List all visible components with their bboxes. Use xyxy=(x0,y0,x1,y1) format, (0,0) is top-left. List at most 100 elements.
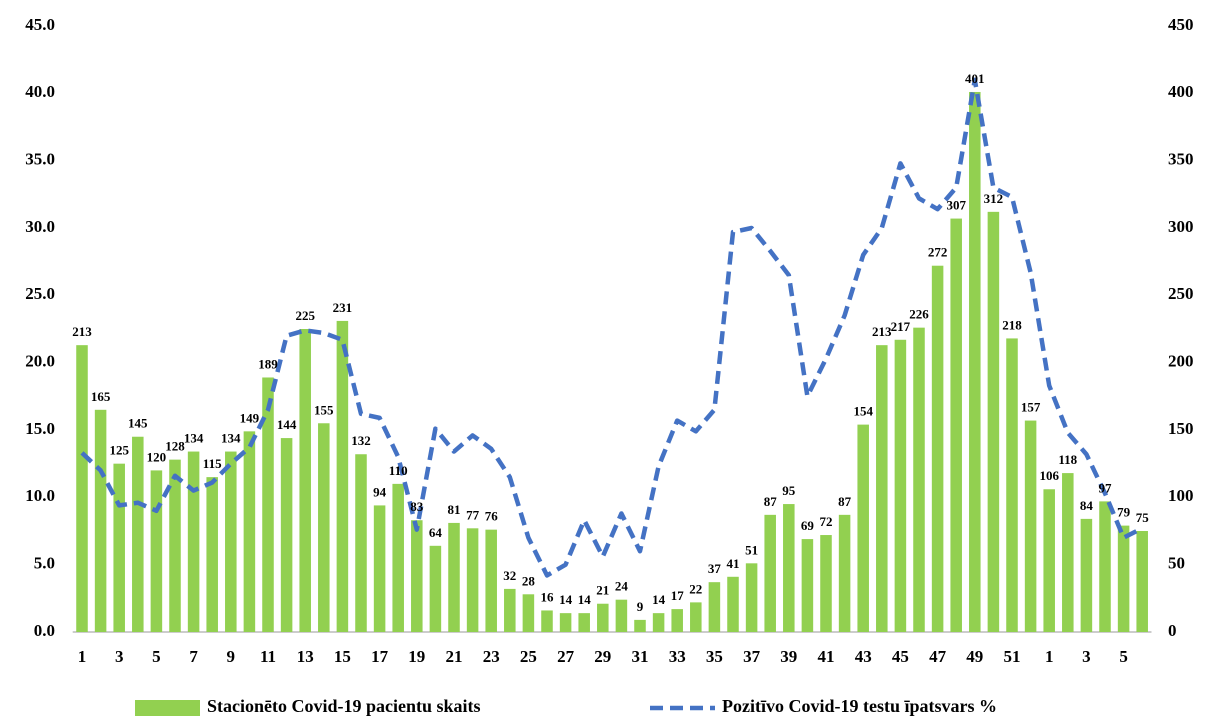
data-label: 14 xyxy=(559,592,573,607)
y2-tick-label: 250 xyxy=(1168,284,1194,303)
data-label: 118 xyxy=(1058,452,1077,467)
bar xyxy=(318,423,330,632)
bar xyxy=(448,522,460,632)
bar xyxy=(950,218,962,632)
data-label: 75 xyxy=(1136,510,1150,525)
bar xyxy=(94,409,107,632)
y2-tick-label: 300 xyxy=(1168,217,1194,236)
bar xyxy=(857,424,869,632)
data-label: 213 xyxy=(872,324,892,339)
y2-tick-label: 50 xyxy=(1168,554,1185,573)
y2-tick-label: 100 xyxy=(1168,486,1194,505)
data-label: 83 xyxy=(410,499,424,514)
y-tick-label: 30.0 xyxy=(25,217,55,236)
data-label: 120 xyxy=(147,449,167,464)
data-label: 81 xyxy=(448,502,461,517)
data-label: 79 xyxy=(1117,505,1131,520)
legend-swatch xyxy=(135,700,200,716)
x-tick-label: 1 xyxy=(78,647,87,666)
bar xyxy=(429,545,442,632)
y-tick-label: 10.0 xyxy=(25,486,55,505)
x-tick-label: 17 xyxy=(371,647,389,666)
data-label: 401 xyxy=(965,71,985,86)
data-label: 225 xyxy=(295,308,315,323)
bar xyxy=(783,504,795,632)
y2-tick-label: 450 xyxy=(1168,15,1194,34)
data-label: 76 xyxy=(485,509,499,524)
data-label: 155 xyxy=(314,402,334,417)
data-label: 51 xyxy=(745,542,758,557)
x-tick-label: 33 xyxy=(669,647,686,666)
data-label: 154 xyxy=(853,404,873,419)
y-tick-label: 25.0 xyxy=(25,284,55,303)
data-label: 125 xyxy=(109,443,129,458)
x-tick-label: 21 xyxy=(446,647,463,666)
bar xyxy=(113,463,125,632)
data-label: 32 xyxy=(503,568,516,583)
bar xyxy=(1024,420,1037,632)
bar xyxy=(541,610,553,632)
data-label: 157 xyxy=(1021,400,1041,415)
bar xyxy=(894,339,907,632)
y-tick-label: 0.0 xyxy=(34,621,55,640)
y-tick-label: 5.0 xyxy=(34,554,55,573)
legend-label: Stacionēto Covid-19 pacientu skaits xyxy=(207,696,481,716)
data-label: 115 xyxy=(203,456,222,471)
x-tick-label: 29 xyxy=(594,647,611,666)
data-label: 94 xyxy=(373,484,387,499)
data-label: 77 xyxy=(466,507,480,522)
bar xyxy=(727,576,739,632)
bar xyxy=(820,535,832,632)
bar xyxy=(76,345,88,632)
bar xyxy=(801,539,814,632)
data-label: 95 xyxy=(782,483,796,498)
data-label: 28 xyxy=(522,573,536,588)
bar xyxy=(504,588,516,632)
bar xyxy=(187,451,200,632)
x-tick-label: 3 xyxy=(115,647,124,666)
legend-label: Pozitīvo Covid-19 testu īpatsvars % xyxy=(722,696,997,716)
bar xyxy=(280,438,293,632)
data-label: 22 xyxy=(689,581,702,596)
x-tick-label: 19 xyxy=(408,647,425,666)
y-tick-label: 35.0 xyxy=(25,150,55,169)
x-tick-label: 1 xyxy=(1045,647,1054,666)
bar xyxy=(634,619,646,632)
y2-tick-label: 350 xyxy=(1168,150,1194,169)
x-tick-label: 27 xyxy=(557,647,575,666)
data-label: 87 xyxy=(838,494,852,509)
data-label: 84 xyxy=(1080,498,1094,513)
bar xyxy=(392,483,404,632)
bar xyxy=(1080,518,1093,632)
bar xyxy=(708,582,721,632)
x-tick-label: 15 xyxy=(334,647,351,666)
x-tick-label: 39 xyxy=(780,647,797,666)
x-tick-label: 5 xyxy=(152,647,161,666)
bar xyxy=(1006,338,1018,632)
data-label: 41 xyxy=(727,556,740,571)
bar xyxy=(299,329,311,632)
data-label: 144 xyxy=(277,417,297,432)
bar xyxy=(652,613,665,632)
bar xyxy=(987,211,1000,632)
x-tick-label: 43 xyxy=(855,647,872,666)
bar xyxy=(876,345,888,632)
y-tick-label: 45.0 xyxy=(25,15,55,34)
data-label: 272 xyxy=(928,245,948,260)
bar xyxy=(411,520,423,632)
y2-tick-label: 150 xyxy=(1168,419,1194,438)
data-label: 218 xyxy=(1002,317,1022,332)
x-tick-label: 25 xyxy=(520,647,537,666)
bar xyxy=(578,613,590,632)
y-tick-label: 40.0 xyxy=(25,82,55,101)
bar xyxy=(1117,525,1130,632)
data-label: 213 xyxy=(72,324,92,339)
bar xyxy=(522,594,535,632)
line xyxy=(80,77,1144,578)
x-tick-label: 23 xyxy=(483,647,500,666)
x-tick-label: 51 xyxy=(1004,647,1021,666)
data-label: 72 xyxy=(820,514,833,529)
bar xyxy=(597,603,609,632)
y2-tick-label: 200 xyxy=(1168,352,1194,371)
x-tick-label: 13 xyxy=(297,647,314,666)
